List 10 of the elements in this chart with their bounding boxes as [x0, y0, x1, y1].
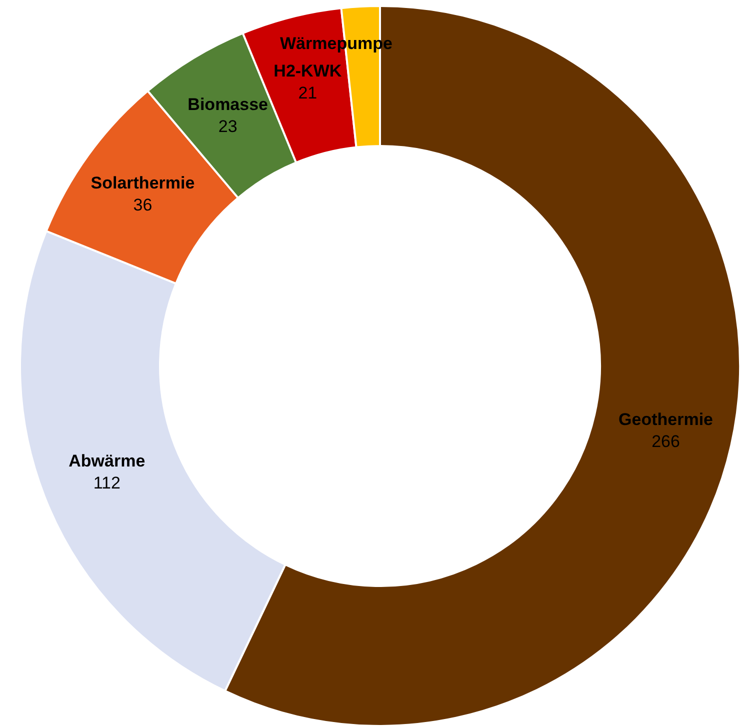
slice-label: Biomasse — [188, 95, 268, 114]
data-label: 112 — [93, 474, 120, 493]
slice-label: Solarthermie — [90, 174, 195, 193]
data-label: 23 — [218, 117, 238, 136]
slice-label: H2-KWK — [274, 62, 342, 81]
data-label: 266 — [652, 432, 680, 452]
data-label: 21 — [298, 84, 318, 103]
data-label: 36 — [133, 196, 152, 215]
slice-label: Abwärme — [68, 452, 146, 471]
slice-label: Geothermie — [618, 410, 714, 430]
